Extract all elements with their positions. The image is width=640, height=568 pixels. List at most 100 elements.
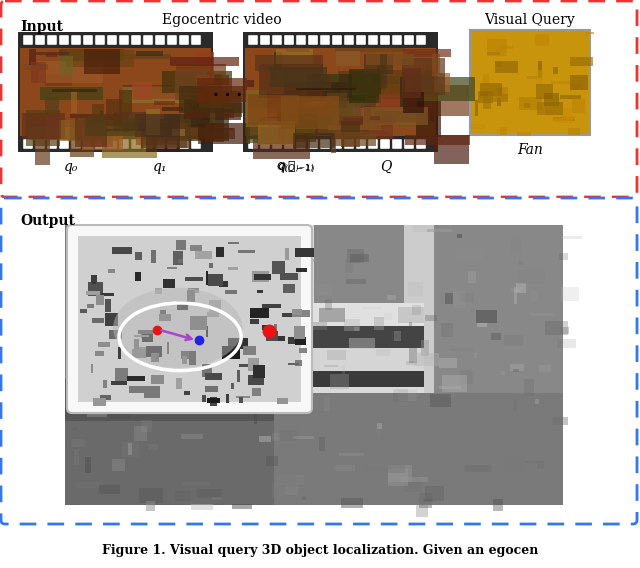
FancyBboxPatch shape xyxy=(284,35,294,45)
FancyBboxPatch shape xyxy=(296,35,306,45)
Bar xyxy=(111,123,170,130)
Bar xyxy=(276,74,339,82)
Bar xyxy=(146,119,180,152)
Text: Egocentric video: Egocentric video xyxy=(162,13,282,27)
Text: Input: Input xyxy=(20,20,63,34)
Bar xyxy=(515,287,518,304)
Bar xyxy=(181,434,204,439)
Bar xyxy=(184,229,193,238)
Bar xyxy=(209,404,225,407)
FancyBboxPatch shape xyxy=(191,139,201,149)
Bar xyxy=(278,430,298,441)
Bar xyxy=(81,309,86,313)
Bar xyxy=(324,396,330,411)
Bar xyxy=(205,373,222,380)
Bar xyxy=(111,460,125,471)
Bar xyxy=(347,76,399,83)
Bar xyxy=(143,378,145,381)
Bar xyxy=(327,350,346,360)
Text: Q: Q xyxy=(380,160,391,174)
Bar xyxy=(498,87,508,101)
Bar xyxy=(447,381,454,389)
Bar xyxy=(207,312,219,317)
FancyBboxPatch shape xyxy=(1,1,637,197)
FancyBboxPatch shape xyxy=(1,198,637,524)
Bar xyxy=(274,393,563,505)
FancyBboxPatch shape xyxy=(47,139,57,149)
Bar xyxy=(285,90,340,97)
Bar xyxy=(295,337,306,345)
Bar xyxy=(207,398,220,403)
Bar xyxy=(364,106,385,122)
Bar xyxy=(561,286,579,301)
Bar xyxy=(404,135,470,145)
Bar xyxy=(428,108,434,121)
Bar xyxy=(168,267,177,269)
Bar xyxy=(374,317,385,331)
Bar xyxy=(422,499,433,502)
FancyBboxPatch shape xyxy=(119,139,129,149)
FancyBboxPatch shape xyxy=(23,35,33,45)
Bar xyxy=(211,396,218,406)
FancyBboxPatch shape xyxy=(368,139,378,149)
Bar xyxy=(138,331,153,335)
Bar xyxy=(220,281,228,287)
Bar xyxy=(553,67,558,74)
Bar xyxy=(195,251,212,260)
Bar xyxy=(331,82,358,91)
Bar xyxy=(378,428,381,438)
Bar xyxy=(434,135,469,164)
Bar xyxy=(280,273,298,280)
Bar xyxy=(246,123,278,143)
Bar xyxy=(350,254,369,261)
Bar xyxy=(414,423,441,438)
Bar xyxy=(45,97,59,114)
FancyBboxPatch shape xyxy=(119,35,129,45)
Bar xyxy=(92,278,96,284)
Bar xyxy=(274,387,424,410)
Bar xyxy=(139,488,163,503)
Bar xyxy=(536,84,553,98)
Bar xyxy=(495,61,518,73)
FancyBboxPatch shape xyxy=(248,139,258,149)
Bar xyxy=(101,293,113,296)
Bar xyxy=(74,449,79,465)
Bar xyxy=(70,120,94,157)
Bar xyxy=(341,498,363,508)
Bar xyxy=(477,324,487,327)
Bar xyxy=(493,499,503,511)
Bar xyxy=(47,116,61,139)
Bar xyxy=(277,475,304,485)
Bar xyxy=(248,374,264,385)
Bar xyxy=(370,116,380,119)
Bar xyxy=(295,248,314,257)
Bar xyxy=(273,324,277,332)
Bar xyxy=(478,91,493,103)
Bar xyxy=(524,379,534,396)
Bar xyxy=(198,95,232,108)
Bar xyxy=(396,474,417,482)
Bar xyxy=(388,465,412,482)
FancyBboxPatch shape xyxy=(155,139,165,149)
Bar xyxy=(284,74,323,101)
Bar xyxy=(78,236,301,402)
Bar xyxy=(127,376,145,381)
FancyBboxPatch shape xyxy=(179,35,189,45)
Bar xyxy=(364,55,394,74)
Bar xyxy=(545,102,563,115)
Bar xyxy=(23,64,48,70)
Bar xyxy=(540,365,550,372)
FancyBboxPatch shape xyxy=(308,35,318,45)
Bar xyxy=(344,319,360,331)
Bar xyxy=(274,370,424,387)
Bar xyxy=(246,90,267,127)
Bar xyxy=(31,62,46,83)
Bar xyxy=(276,49,313,64)
Bar xyxy=(425,315,437,321)
Bar xyxy=(205,75,229,85)
Bar xyxy=(118,348,121,359)
Bar xyxy=(453,371,457,388)
Bar xyxy=(248,95,300,125)
Bar xyxy=(392,389,408,402)
Bar xyxy=(115,368,129,381)
